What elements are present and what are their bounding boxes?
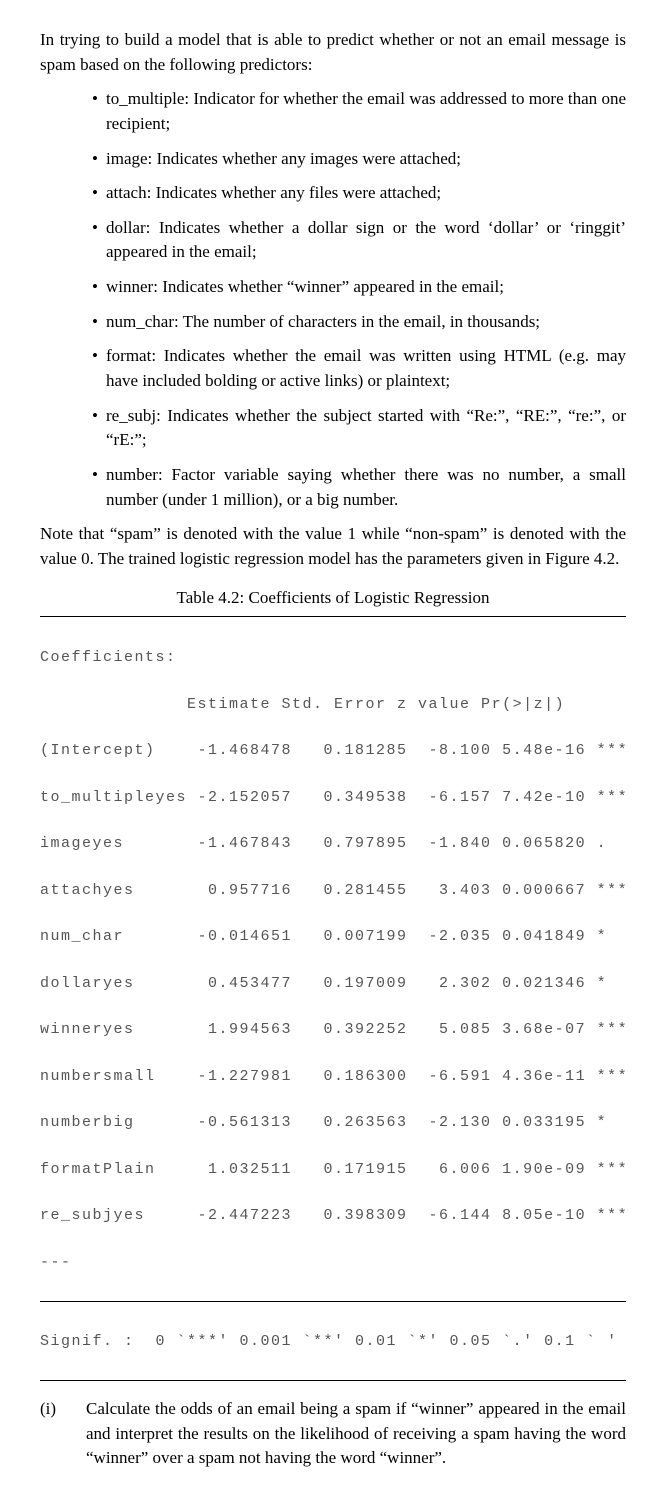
coef-col-header: Estimate Std. Error z value Pr(>|z|) — [40, 693, 626, 716]
question-list: (i) Calculate the odds of an email being… — [40, 1397, 626, 1471]
coef-row: num_char -0.014651 0.007199 -2.035 0.041… — [40, 925, 626, 948]
predictor-desc: Indicator for whether the email was addr… — [106, 89, 626, 133]
signif-line: Signif. : 0 `***' 0.001 `**' 0.01 `*' 0.… — [40, 1330, 626, 1353]
predictor-desc: Indicates whether “winner” appeared in t… — [162, 277, 504, 296]
question-text: Calculate the odds of an email being a s… — [86, 1397, 626, 1471]
predictor-desc: Indicates whether any images were attach… — [157, 149, 461, 168]
coef-row: dollaryes 0.453477 0.197009 2.302 0.0213… — [40, 972, 626, 995]
list-item: num_char: The number of characters in th… — [92, 310, 626, 335]
predictor-term: dollar — [106, 218, 146, 237]
predictor-term: attach — [106, 183, 147, 202]
question-label: (i) — [40, 1397, 86, 1471]
coef-heading: Coefficients: — [40, 646, 626, 669]
predictor-desc: The number of characters in the email, i… — [183, 312, 540, 331]
predictor-term: num_char — [106, 312, 174, 331]
coef-row: attachyes 0.957716 0.281455 3.403 0.0006… — [40, 879, 626, 902]
coef-row: to_multipleyes -2.152057 0.349538 -6.157… — [40, 786, 626, 809]
coef-row: --- — [40, 1251, 626, 1274]
list-item: to_multiple: Indicator for whether the e… — [92, 87, 626, 136]
list-item: dollar: Indicates whether a dollar sign … — [92, 216, 626, 265]
coef-row: numberbig -0.561313 0.263563 -2.130 0.03… — [40, 1111, 626, 1134]
predictor-list: to_multiple: Indicator for whether the e… — [40, 87, 626, 512]
predictor-term: re_subj — [106, 406, 156, 425]
predictor-term: number — [106, 465, 158, 484]
table-caption: Table 4.2: Coefficients of Logistic Regr… — [40, 586, 626, 611]
note-paragraph: Note that “spam” is denoted with the val… — [40, 522, 626, 571]
coef-row: (Intercept) -1.468478 0.181285 -8.100 5.… — [40, 739, 626, 762]
coef-row: re_subjyes -2.447223 0.398309 -6.144 8.0… — [40, 1204, 626, 1227]
question-item: (i) Calculate the odds of an email being… — [40, 1397, 626, 1471]
predictor-term: format — [106, 346, 151, 365]
predictor-term: image — [106, 149, 148, 168]
coef-row: winneryes 1.994563 0.392252 5.085 3.68e-… — [40, 1018, 626, 1041]
predictor-desc: Indicates whether the subject started wi… — [106, 406, 626, 450]
coefficients-table: Coefficients: Estimate Std. Error z valu… — [40, 616, 626, 1381]
list-item: re_subj: Indicates whether the subject s… — [92, 404, 626, 453]
list-item: number: Factor variable saying whether t… — [92, 463, 626, 512]
predictor-desc: Factor variable saying whether there was… — [106, 465, 626, 509]
list-item: winner: Indicates whether “winner” appea… — [92, 275, 626, 300]
predictor-term: winner — [106, 277, 153, 296]
coef-row: numbersmall -1.227981 0.186300 -6.591 4.… — [40, 1065, 626, 1088]
predictor-desc: Indicates whether any files were attache… — [156, 183, 442, 202]
predictor-desc: Indicates whether a dollar sign or the w… — [106, 218, 626, 262]
intro-paragraph: In trying to build a model that is able … — [40, 28, 626, 77]
list-item: format: Indicates whether the email was … — [92, 344, 626, 393]
predictor-term: to_multiple — [106, 89, 184, 108]
predictor-desc: Indicates whether the email was written … — [106, 346, 626, 390]
list-item: attach: Indicates whether any files were… — [92, 181, 626, 206]
coef-row: imageyes -1.467843 0.797895 -1.840 0.065… — [40, 832, 626, 855]
table-rule — [40, 1301, 626, 1302]
list-item: image: Indicates whether any images were… — [92, 147, 626, 172]
coef-row: formatPlain 1.032511 0.171915 6.006 1.90… — [40, 1158, 626, 1181]
